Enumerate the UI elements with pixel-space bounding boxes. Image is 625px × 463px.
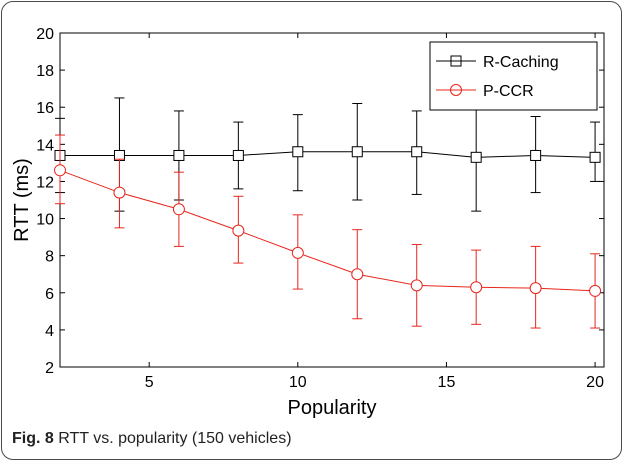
x-tick-label: 20 (586, 374, 604, 391)
x-tick-label: 15 (438, 374, 456, 391)
data-point-circle (291, 246, 304, 259)
data-point-circle (113, 186, 126, 199)
series-line-p-ccr (59, 169, 596, 292)
data-point-square (232, 149, 244, 161)
data-point-circle (54, 164, 66, 177)
data-point-circle (470, 281, 483, 294)
series-line-r-caching (60, 151, 596, 158)
y-tick-label: 2 (45, 360, 54, 377)
y-tick-label: 14 (36, 137, 54, 154)
legend-label-p-ccr: P-CCR (483, 83, 534, 100)
x-tick-label: 10 (289, 374, 307, 391)
legend-marker-r-caching (450, 55, 462, 67)
x-axis-ticks: 5 10 15 20 (145, 33, 604, 391)
caption-text: RTT vs. popularity (150 vehicles) (58, 430, 292, 447)
y-tick-label: 6 (45, 286, 54, 303)
data-point-square (530, 149, 542, 161)
data-point-circle (351, 268, 364, 281)
data-point-circle (589, 284, 602, 297)
data-point-circle (172, 203, 185, 216)
y-tick-label: 8 (45, 249, 54, 266)
data-point-circle (529, 282, 542, 295)
legend-label-r-caching: R-Caching (483, 54, 559, 71)
series-layer (54, 97, 602, 329)
series-r-caching (54, 97, 601, 212)
caption-label: Fig. 8 (12, 430, 54, 447)
y-tick-label: 4 (45, 323, 54, 340)
figure-caption: Fig. 8 RTT vs. popularity (150 vehicles) (12, 430, 292, 448)
series-p-ccr (54, 134, 602, 329)
data-point-circle (410, 279, 423, 292)
data-point-circle (232, 224, 245, 237)
y-tick-label: 16 (36, 100, 54, 117)
legend-marker-p-ccr (450, 84, 462, 96)
y-tick-label: 18 (36, 63, 54, 80)
y-tick-label: 12 (36, 174, 54, 191)
data-point-square (351, 146, 363, 158)
legend: R-Caching P-CCR (429, 41, 598, 111)
y-tick-label: 10 (36, 212, 54, 229)
data-point-square (589, 151, 601, 163)
data-point-square (173, 149, 185, 161)
data-point-square (470, 151, 482, 163)
y-tick-label: 20 (36, 26, 54, 43)
data-point-square (292, 146, 304, 158)
y-axis-title: RTT (ms) (11, 158, 33, 242)
x-axis-title: Popularity (288, 397, 377, 419)
legend-box (429, 41, 598, 111)
x-tick-label: 5 (145, 374, 154, 391)
data-point-square (411, 146, 423, 158)
